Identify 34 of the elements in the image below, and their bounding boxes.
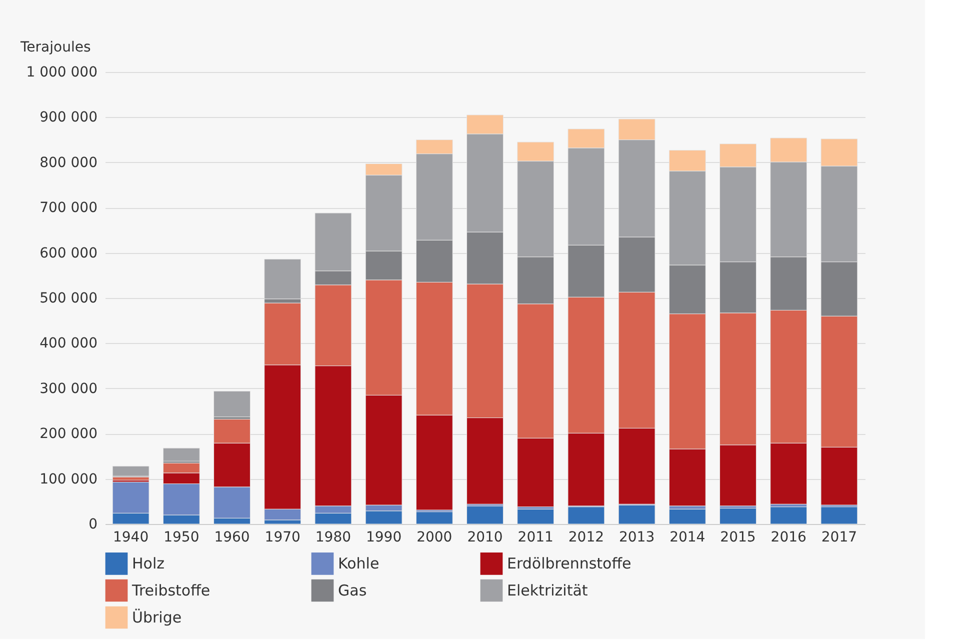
x-tick-label: 2014	[670, 530, 706, 546]
x-tick-label: 1990	[366, 530, 402, 546]
x-tick-label: 1970	[264, 530, 300, 546]
y-tick-label: 800 000	[40, 154, 98, 171]
x-tick-label: 2010	[467, 530, 503, 546]
x-tick-label: 2015	[720, 530, 756, 546]
legend-label: Holz	[132, 554, 165, 573]
x-tick-label: 1960	[214, 530, 250, 546]
legend-label: Erdölbrennstoffe	[507, 554, 632, 573]
y-tick-label: 200 000	[40, 426, 98, 442]
legend-label: Kohle	[338, 554, 380, 573]
x-tick-label: 2011	[518, 530, 554, 546]
y-tick-label: 500 000	[40, 290, 98, 306]
legend-label: Übrige	[132, 608, 182, 626]
x-tick-label: 2017	[821, 530, 858, 546]
y-tick-label: 0	[88, 516, 98, 532]
y-tick-label: 400 000	[40, 336, 98, 352]
y-axis-title: Terajoules	[20, 40, 91, 56]
y-tick-label: 900 000	[40, 110, 98, 126]
x-tick-label: 2012	[568, 530, 604, 546]
y-tick-label: 700 000	[40, 200, 98, 216]
y-tick-label: 100 000	[40, 471, 98, 488]
y-tick-label: 600 000	[40, 245, 98, 262]
x-tick-label: 2013	[618, 530, 655, 546]
legend-label: Treibstoffe	[131, 582, 210, 600]
legend-label: Gas	[338, 582, 367, 600]
x-tick-label: 2000	[416, 530, 452, 546]
x-tick-label: 1940	[112, 530, 149, 546]
x-tick-label: 1950	[164, 530, 200, 546]
y-tick-label: 300 000	[40, 380, 98, 397]
y-tick-label: 1 000 000	[26, 64, 98, 80]
x-tick-label: 2016	[770, 530, 806, 546]
x-tick-label: 1980	[315, 530, 352, 546]
legend-label: Elektrizität	[507, 582, 588, 600]
